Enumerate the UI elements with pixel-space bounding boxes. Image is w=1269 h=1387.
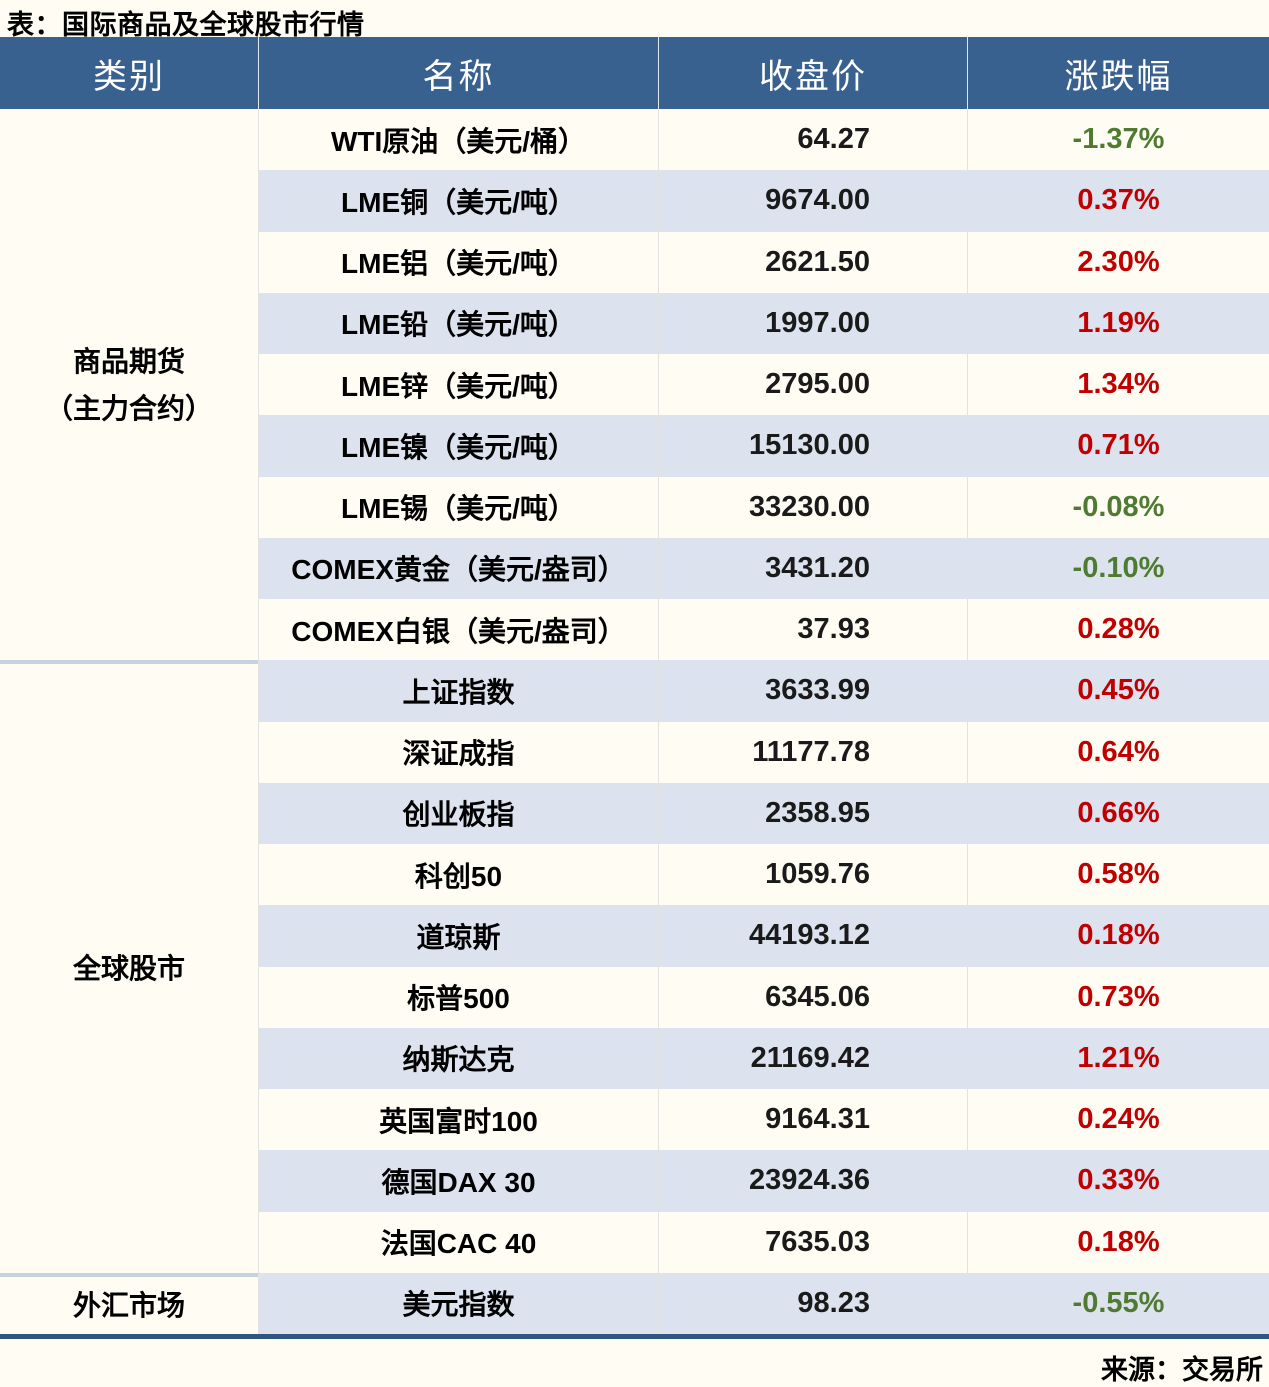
table-row: 深证成指 11177.78 0.64%: [258, 721, 1269, 783]
change-percent: 0.66%: [967, 782, 1269, 844]
table-row: 法国CAC 40 7635.03 0.18%: [258, 1211, 1269, 1273]
change-percent: -0.08%: [967, 476, 1269, 538]
table-rows: WTI原油（美元/桶） 64.27 -1.37% LME铜（美元/吨） 9674…: [258, 109, 1269, 1334]
change-percent: 0.37%: [967, 170, 1269, 232]
close-price: 15130.00: [658, 415, 967, 477]
change-percent: 0.24%: [967, 1089, 1269, 1151]
close-price: 9164.31: [658, 1089, 967, 1151]
close-price: 3633.99: [658, 660, 967, 722]
close-price: 1997.00: [658, 292, 967, 354]
change-percent: 0.64%: [967, 721, 1269, 783]
table-row: 美元指数 98.23 -0.55%: [258, 1272, 1269, 1334]
close-price: 7635.03: [658, 1211, 967, 1273]
change-percent: 0.33%: [967, 1150, 1269, 1212]
instrument-name: 标普500: [258, 966, 658, 1028]
category-commodity-futures: 商品期货 （主力合约）: [0, 109, 258, 660]
table-row: 科创50 1059.76 0.58%: [258, 844, 1269, 906]
close-price: 64.27: [658, 109, 967, 171]
instrument-name: WTI原油（美元/桶）: [258, 109, 658, 171]
table-row: 英国富时100 9164.31 0.24%: [258, 1089, 1269, 1151]
instrument-name: 创业板指: [258, 782, 658, 844]
close-price: 37.93: [658, 599, 967, 661]
header-close-price: 收盘价: [658, 37, 967, 109]
instrument-name: 法国CAC 40: [258, 1211, 658, 1273]
table-row: LME镍（美元/吨） 15130.00 0.71%: [258, 415, 1269, 477]
close-price: 44193.12: [658, 905, 967, 967]
change-percent: 0.18%: [967, 1211, 1269, 1273]
change-percent: 1.21%: [967, 1027, 1269, 1089]
table-row: WTI原油（美元/桶） 64.27 -1.37%: [258, 109, 1269, 171]
table-row: 标普500 6345.06 0.73%: [258, 966, 1269, 1028]
change-percent: -1.37%: [967, 109, 1269, 171]
table-row: LME铜（美元/吨） 9674.00 0.37%: [258, 170, 1269, 232]
change-percent: 0.18%: [967, 905, 1269, 967]
category-forex-market: 外汇市场: [0, 1272, 258, 1334]
header-category: 类别: [93, 56, 165, 97]
table-row: COMEX白银（美元/盎司） 37.93 0.28%: [258, 599, 1269, 661]
close-price: 23924.36: [658, 1150, 967, 1212]
instrument-name: LME锌（美元/吨）: [258, 354, 658, 416]
instrument-name: 深证成指: [258, 721, 658, 783]
close-price: 11177.78: [658, 721, 967, 783]
instrument-name: 纳斯达克: [258, 1027, 658, 1089]
instrument-name: LME铜（美元/吨）: [258, 170, 658, 232]
table-bottom-rule: [0, 1334, 1269, 1339]
table-row: 德国DAX 30 23924.36 0.33%: [258, 1150, 1269, 1212]
close-price: 33230.00: [658, 476, 967, 538]
change-percent: 0.28%: [967, 599, 1269, 661]
change-percent: 0.71%: [967, 415, 1269, 477]
change-percent: 0.45%: [967, 660, 1269, 722]
close-price: 21169.42: [658, 1027, 967, 1089]
instrument-name: LME镍（美元/吨）: [258, 415, 658, 477]
change-percent: 1.34%: [967, 354, 1269, 416]
instrument-name: COMEX白银（美元/盎司）: [258, 599, 658, 661]
table-row: 上证指数 3633.99 0.45%: [258, 660, 1269, 722]
table-row: 纳斯达克 21169.42 1.21%: [258, 1027, 1269, 1089]
instrument-name: 科创50: [258, 844, 658, 906]
instrument-name: 英国富时100: [258, 1089, 658, 1151]
instrument-name: 德国DAX 30: [258, 1150, 658, 1212]
header-name: 名称: [258, 37, 658, 109]
category-line: 全球股市: [72, 953, 185, 984]
change-percent: 0.73%: [967, 966, 1269, 1028]
header-change-percent: 涨跌幅: [967, 37, 1269, 109]
table-row: 创业板指 2358.95 0.66%: [258, 782, 1269, 844]
table-body: 商品期货 （主力合约） 全球股市 外汇市场 WTI原油（美元/桶） 64.27 …: [0, 109, 1269, 1334]
source-note: 来源：交易所: [1101, 1355, 1263, 1385]
table-row: 道琼斯 44193.12 0.18%: [258, 905, 1269, 967]
close-price: 3431.20: [658, 537, 967, 599]
category-line: 商品期货: [72, 345, 185, 377]
table-header-row: 类别 名称 收盘价 涨跌幅: [0, 37, 1269, 109]
change-percent: -0.55%: [967, 1272, 1269, 1334]
change-percent: -0.10%: [967, 537, 1269, 599]
change-percent: 0.58%: [967, 844, 1269, 906]
close-price: 9674.00: [658, 170, 967, 232]
close-price: 2358.95: [658, 782, 967, 844]
category-global-stocks: 全球股市: [0, 660, 258, 1273]
change-percent: 2.30%: [967, 231, 1269, 293]
table-row: LME铝（美元/吨） 2621.50 2.30%: [258, 231, 1269, 293]
category-line: 外汇市场: [72, 1289, 185, 1321]
instrument-name: LME铅（美元/吨）: [258, 292, 658, 354]
close-price: 1059.76: [658, 844, 967, 906]
category-column: 商品期货 （主力合约） 全球股市 外汇市场: [0, 109, 258, 1334]
page-title: 表：国际商品及全球股市行情: [7, 10, 365, 40]
instrument-name: COMEX黄金（美元/盎司）: [258, 537, 658, 599]
table-row: LME锡（美元/吨） 33230.00 -0.08%: [258, 476, 1269, 538]
close-price: 6345.06: [658, 966, 967, 1028]
change-percent: 1.19%: [967, 292, 1269, 354]
close-price: 2621.50: [658, 231, 967, 293]
instrument-name: LME铝（美元/吨）: [258, 231, 658, 293]
instrument-name: LME锡（美元/吨）: [258, 476, 658, 538]
instrument-name: 美元指数: [258, 1272, 658, 1334]
table-row: LME铅（美元/吨） 1997.00 1.19%: [258, 292, 1269, 354]
table-row: COMEX黄金（美元/盎司） 3431.20 -0.10%: [258, 537, 1269, 599]
instrument-name: 道琼斯: [258, 905, 658, 967]
instrument-name: 上证指数: [258, 660, 658, 722]
close-price: 98.23: [658, 1272, 967, 1334]
table-row: LME锌（美元/吨） 2795.00 1.34%: [258, 354, 1269, 416]
category-line: （主力合约）: [44, 392, 213, 424]
close-price: 2795.00: [658, 354, 967, 416]
